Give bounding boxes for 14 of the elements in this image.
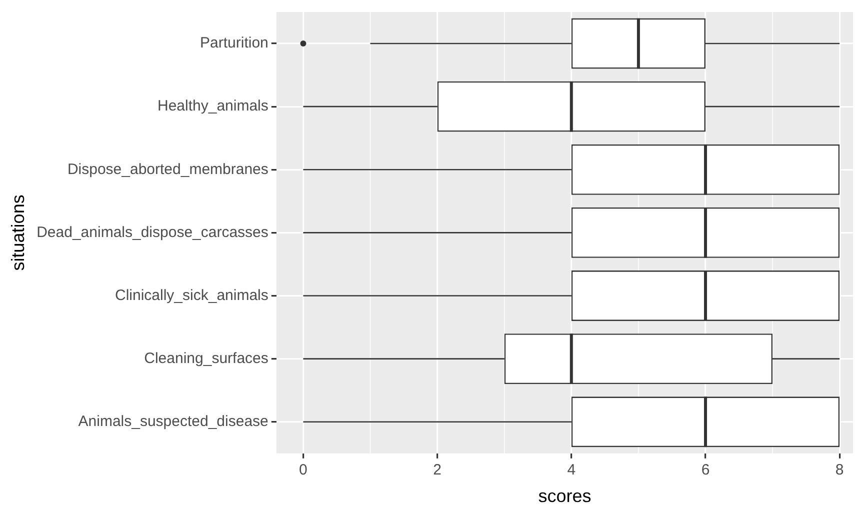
- x-tick-label: 4: [567, 462, 576, 479]
- y-tick-label: Parturition: [200, 34, 268, 52]
- x-tick-label: 0: [299, 462, 308, 479]
- x-tick-label: 2: [433, 462, 442, 479]
- x-tick-label: 6: [701, 462, 710, 479]
- y-tick-label: Dead_animals_dispose_carcasses: [36, 224, 268, 241]
- y-tick-label: Cleaning_surfaces: [144, 350, 268, 367]
- y-tick-label: Animals_suspected_disease: [78, 413, 268, 430]
- y-tick-label: Healthy_animals: [158, 98, 268, 115]
- y-tick-label: Dispose_aborted_membranes: [67, 160, 268, 178]
- x-axis-title: scores: [538, 486, 592, 506]
- y-axis-title: situations: [8, 194, 28, 271]
- y-tick-label: Clinically_sick_animals: [115, 286, 268, 304]
- x-tick-label: 8: [835, 462, 844, 479]
